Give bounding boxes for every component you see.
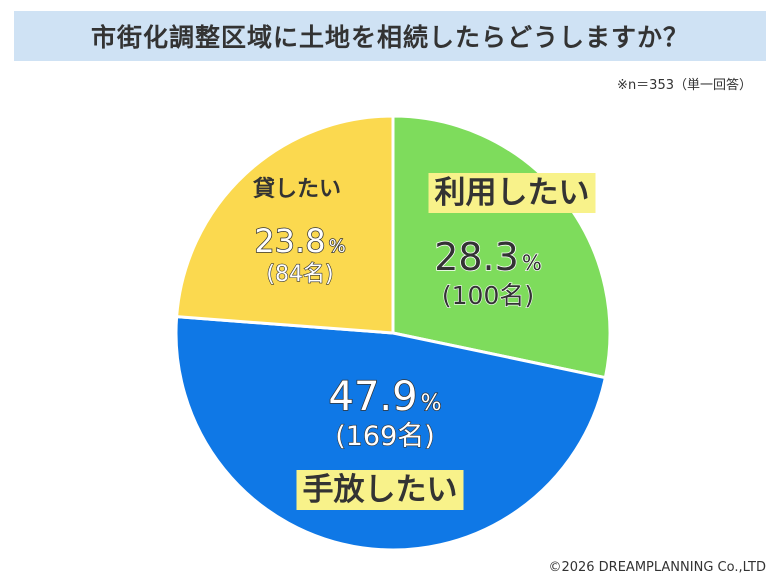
slice-name-highlight-1 xyxy=(428,173,596,213)
slice-name-1: 利用したい xyxy=(435,175,590,211)
title-bar: 市街化調整区域に土地を相続したらどうしますか？ xyxy=(14,11,766,61)
chart-title: 市街化調整区域に土地を相続したらどうしますか？ xyxy=(90,23,689,52)
slice-name-2: 手放したい xyxy=(303,472,458,508)
slice-label-3: 貸したい xyxy=(252,176,341,202)
slice-name-3: 貸したい xyxy=(252,176,341,202)
pie-slice-2 xyxy=(174,315,608,552)
slice-label-2: 手放したい xyxy=(296,470,464,510)
pie-slice-3 xyxy=(175,114,395,335)
slice-count-2: (169名) xyxy=(335,421,435,452)
slice-percent-3: 23.8% xyxy=(254,222,345,260)
copyright-credit: ©2026 DREAMPLANNING Co.,LTD xyxy=(548,560,766,575)
slice-percent-1: 28.3% xyxy=(434,235,542,279)
slice-count-1: (100名) xyxy=(442,281,534,310)
sample-note: ※n＝353（単一回答） xyxy=(617,78,752,93)
slice-percent-2: 47.9% xyxy=(329,374,442,420)
slice-label-1: 利用したい xyxy=(428,173,596,213)
slice-name-highlight-2 xyxy=(296,470,464,510)
slice-count-3: (84名) xyxy=(266,262,333,287)
